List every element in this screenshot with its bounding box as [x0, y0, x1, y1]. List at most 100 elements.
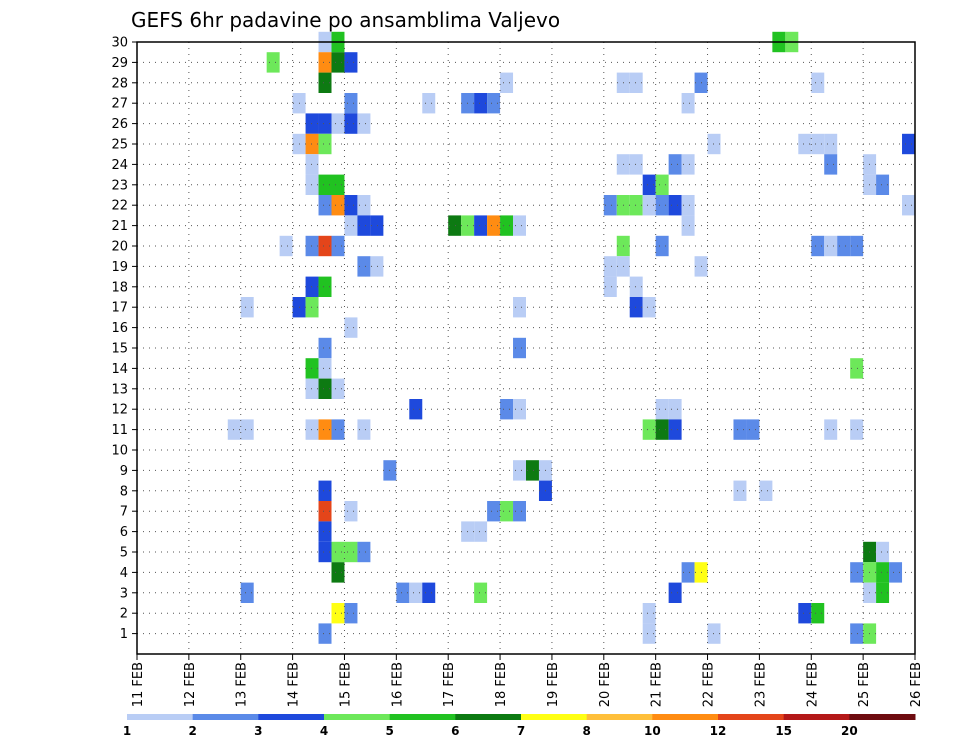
y-axis-ticks: 1234567891011121314151617181920212223242…	[111, 36, 137, 642]
heatmap-cell	[305, 113, 319, 134]
heatmap-cell	[500, 72, 514, 93]
heatmap-cell	[850, 358, 864, 379]
heatmap-cell	[733, 480, 747, 501]
heatmap-cell	[474, 215, 488, 236]
heatmap-cell	[513, 460, 526, 481]
heatmap-cell	[850, 235, 864, 257]
y-tick-label: 10	[111, 444, 128, 459]
x-tick-label: 14 FEB	[287, 662, 302, 707]
heatmap-cell	[824, 235, 838, 257]
heatmap-cell	[668, 582, 682, 603]
colorbar-label: 12	[710, 724, 727, 738]
heatmap-cell	[370, 256, 384, 277]
heatmap-cell	[824, 419, 838, 440]
heatmap-cell	[396, 582, 410, 603]
heatmap-cell	[305, 297, 319, 318]
heatmap-cell	[474, 93, 488, 114]
heatmap-cell	[318, 113, 332, 134]
heatmap-cell	[344, 603, 358, 624]
colorbar-label: 1	[123, 724, 131, 738]
heatmap-cell	[655, 235, 669, 257]
heatmap-cell	[655, 399, 669, 420]
heatmap-cell	[629, 276, 643, 297]
heatmap-cell	[603, 256, 617, 277]
heatmap-cell	[655, 195, 669, 216]
heatmap-cell	[318, 378, 332, 399]
heatmap-cell	[526, 460, 539, 481]
heatmap-cell	[811, 603, 825, 624]
heatmap-cell	[811, 235, 825, 257]
heatmap-cell	[331, 419, 345, 440]
heatmap-cell	[642, 603, 656, 624]
y-tick-label: 12	[111, 403, 128, 418]
y-tick-label: 15	[111, 342, 128, 357]
heatmap-cell	[603, 276, 617, 297]
heatmap-cell	[629, 72, 643, 93]
colorbar-legend: 1 2 3 4 5 6 7 8 10 12 15 20	[123, 714, 916, 738]
heatmap-cell	[824, 154, 838, 175]
heatmap-cell	[318, 623, 332, 644]
y-tick-label: 11	[111, 423, 128, 438]
heatmap-cell	[331, 113, 345, 134]
heatmap-cell	[902, 133, 915, 155]
heatmap-cell	[513, 399, 526, 420]
colorbar-swatch	[258, 714, 325, 720]
colorbar-label: 7	[517, 724, 525, 738]
heatmap-cell	[487, 215, 501, 236]
heatmap-cell	[681, 215, 695, 236]
y-tick-label: 24	[111, 158, 128, 173]
heatmap-cell	[240, 419, 254, 440]
heatmap-cell	[642, 195, 656, 216]
heatmap-cell	[318, 52, 332, 73]
x-axis-ticks: 11 FEB 12 FEB 13 FEB 14 FEB 15 FEB 16 FEB 17 F…	[131, 654, 924, 707]
heatmap-cell	[422, 582, 436, 603]
heatmap-cell	[681, 154, 695, 175]
x-tick-label: 24 FEB	[805, 662, 820, 707]
heatmap-cell	[344, 52, 358, 73]
heatmap-cell	[318, 358, 332, 379]
heatmap-cell	[811, 72, 825, 93]
heatmap-cell	[344, 93, 358, 114]
heatmap-cell	[629, 154, 643, 175]
heatmap-cell	[889, 562, 903, 583]
colorbar-label: 6	[451, 724, 459, 738]
heatmap-cell	[487, 501, 501, 522]
y-tick-label: 23	[111, 178, 128, 193]
heatmap-cell	[474, 521, 488, 542]
grid-lines	[136, 41, 916, 654]
colorbar-swatch	[586, 714, 653, 720]
y-tick-label: 19	[111, 260, 128, 275]
heatmap-cell	[240, 297, 254, 318]
heatmap-cell	[850, 623, 864, 644]
colorbar-swatch	[324, 714, 391, 720]
colorbar-swatch	[455, 714, 522, 720]
heatmap-cell	[642, 297, 656, 318]
heatmap-cell	[642, 174, 656, 195]
colorbar-swatch	[389, 714, 456, 720]
x-tick-label: 15 FEB	[338, 662, 353, 707]
heatmap-cell	[331, 378, 345, 399]
heatmap-cell	[357, 113, 371, 134]
heatmap-cell	[474, 582, 488, 603]
colorbar-label: 5	[385, 724, 393, 738]
y-tick-label: 3	[120, 586, 128, 601]
y-tick-label: 18	[111, 280, 128, 295]
heatmap-cell	[681, 195, 695, 216]
heatmap-cell	[331, 603, 345, 624]
heatmap-cell	[344, 541, 358, 563]
y-tick-label: 6	[120, 525, 128, 540]
y-tick-label: 2	[120, 607, 128, 622]
heatmap-cell	[357, 195, 371, 216]
x-tick-label: 12 FEB	[183, 662, 198, 707]
heatmap-cell	[850, 419, 864, 440]
colorbar-label: 8	[582, 724, 590, 738]
heatmap-cell	[318, 501, 332, 522]
heatmap-cell	[344, 215, 358, 236]
x-tick-label: 20 FEB	[598, 662, 613, 707]
heatmap-cell	[331, 174, 345, 195]
heatmap-cell	[357, 419, 371, 440]
heatmap-cell	[655, 419, 669, 440]
heatmap-cell	[642, 419, 656, 440]
heatmap-cell	[331, 52, 345, 73]
colorbar-label: 4	[320, 724, 328, 738]
